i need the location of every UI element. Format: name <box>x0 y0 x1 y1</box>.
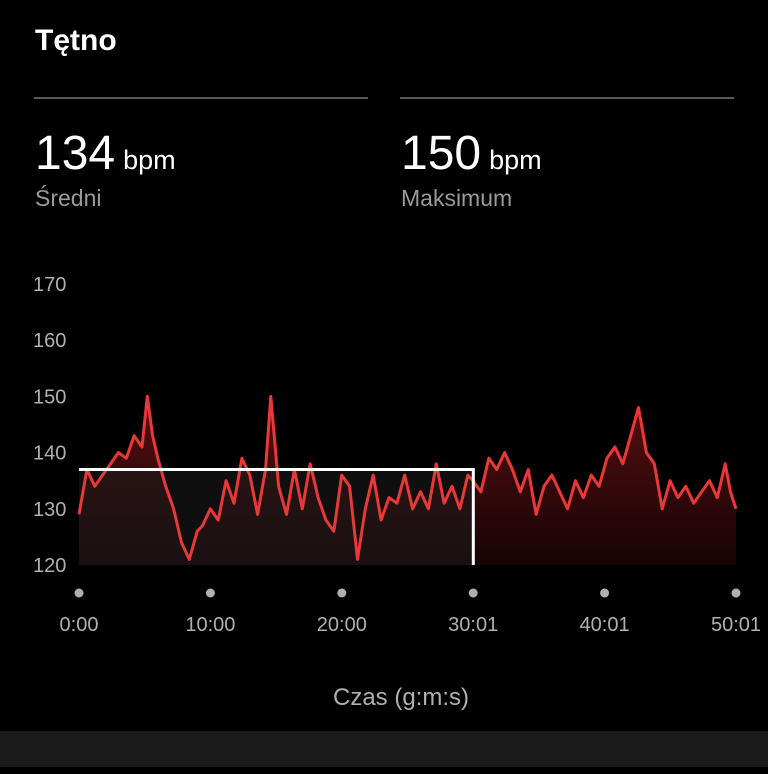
x-tick-label: 30:01 <box>448 614 498 636</box>
x-axis-title: Czas (g:m:s) <box>332 684 469 711</box>
stat-maximum: 150 bpm Maksimum <box>401 126 542 212</box>
stat-average-label: Średni <box>35 185 102 211</box>
divider-left <box>34 97 368 99</box>
stat-maximum-unit: bpm <box>489 145 542 175</box>
bottom-bar <box>0 731 768 767</box>
x-tick-dot <box>337 588 347 598</box>
x-tick-dot <box>205 588 215 598</box>
stat-average-unit: bpm <box>123 145 176 175</box>
highlight-region <box>79 469 474 565</box>
x-tick-label: 20:00 <box>317 614 367 636</box>
stat-average-value: 134 <box>35 127 116 180</box>
x-axis: 0:00 10:00 20:00 30:01 40:01 50:01 <box>60 588 761 636</box>
x-tick-label: 50:01 <box>711 614 761 636</box>
y-tick-label: 170 <box>33 274 66 296</box>
x-tick-dot <box>731 588 741 598</box>
highlight-outline <box>79 467 475 565</box>
y-tick-label: 120 <box>33 555 66 577</box>
y-tick-label: 160 <box>33 330 66 352</box>
page-title: Tętno <box>35 24 117 57</box>
x-tick-label: 10:00 <box>185 614 235 636</box>
stat-maximum-value: 150 <box>401 127 482 180</box>
divider-right <box>400 97 734 99</box>
heart-rate-chart: 120 130 140 150 160 170 0:00 10:00 20:00 30:01 40… <box>33 274 761 636</box>
x-tick-label: 0:00 <box>60 614 99 636</box>
x-tick-dot <box>74 588 84 598</box>
stat-average: 134 bpm Średni <box>35 126 176 212</box>
heart-rate-line <box>77 394 738 561</box>
x-tick-label: 40:01 <box>580 614 630 636</box>
y-tick-label: 130 <box>33 499 66 521</box>
x-tick-dot <box>600 588 610 598</box>
y-tick-label: 140 <box>33 443 66 465</box>
x-tick-dot <box>468 588 478 598</box>
stat-maximum-label: Maksimum <box>401 185 513 211</box>
y-tick-label: 150 <box>33 386 66 408</box>
y-axis: 120 130 140 150 160 170 <box>33 274 66 577</box>
